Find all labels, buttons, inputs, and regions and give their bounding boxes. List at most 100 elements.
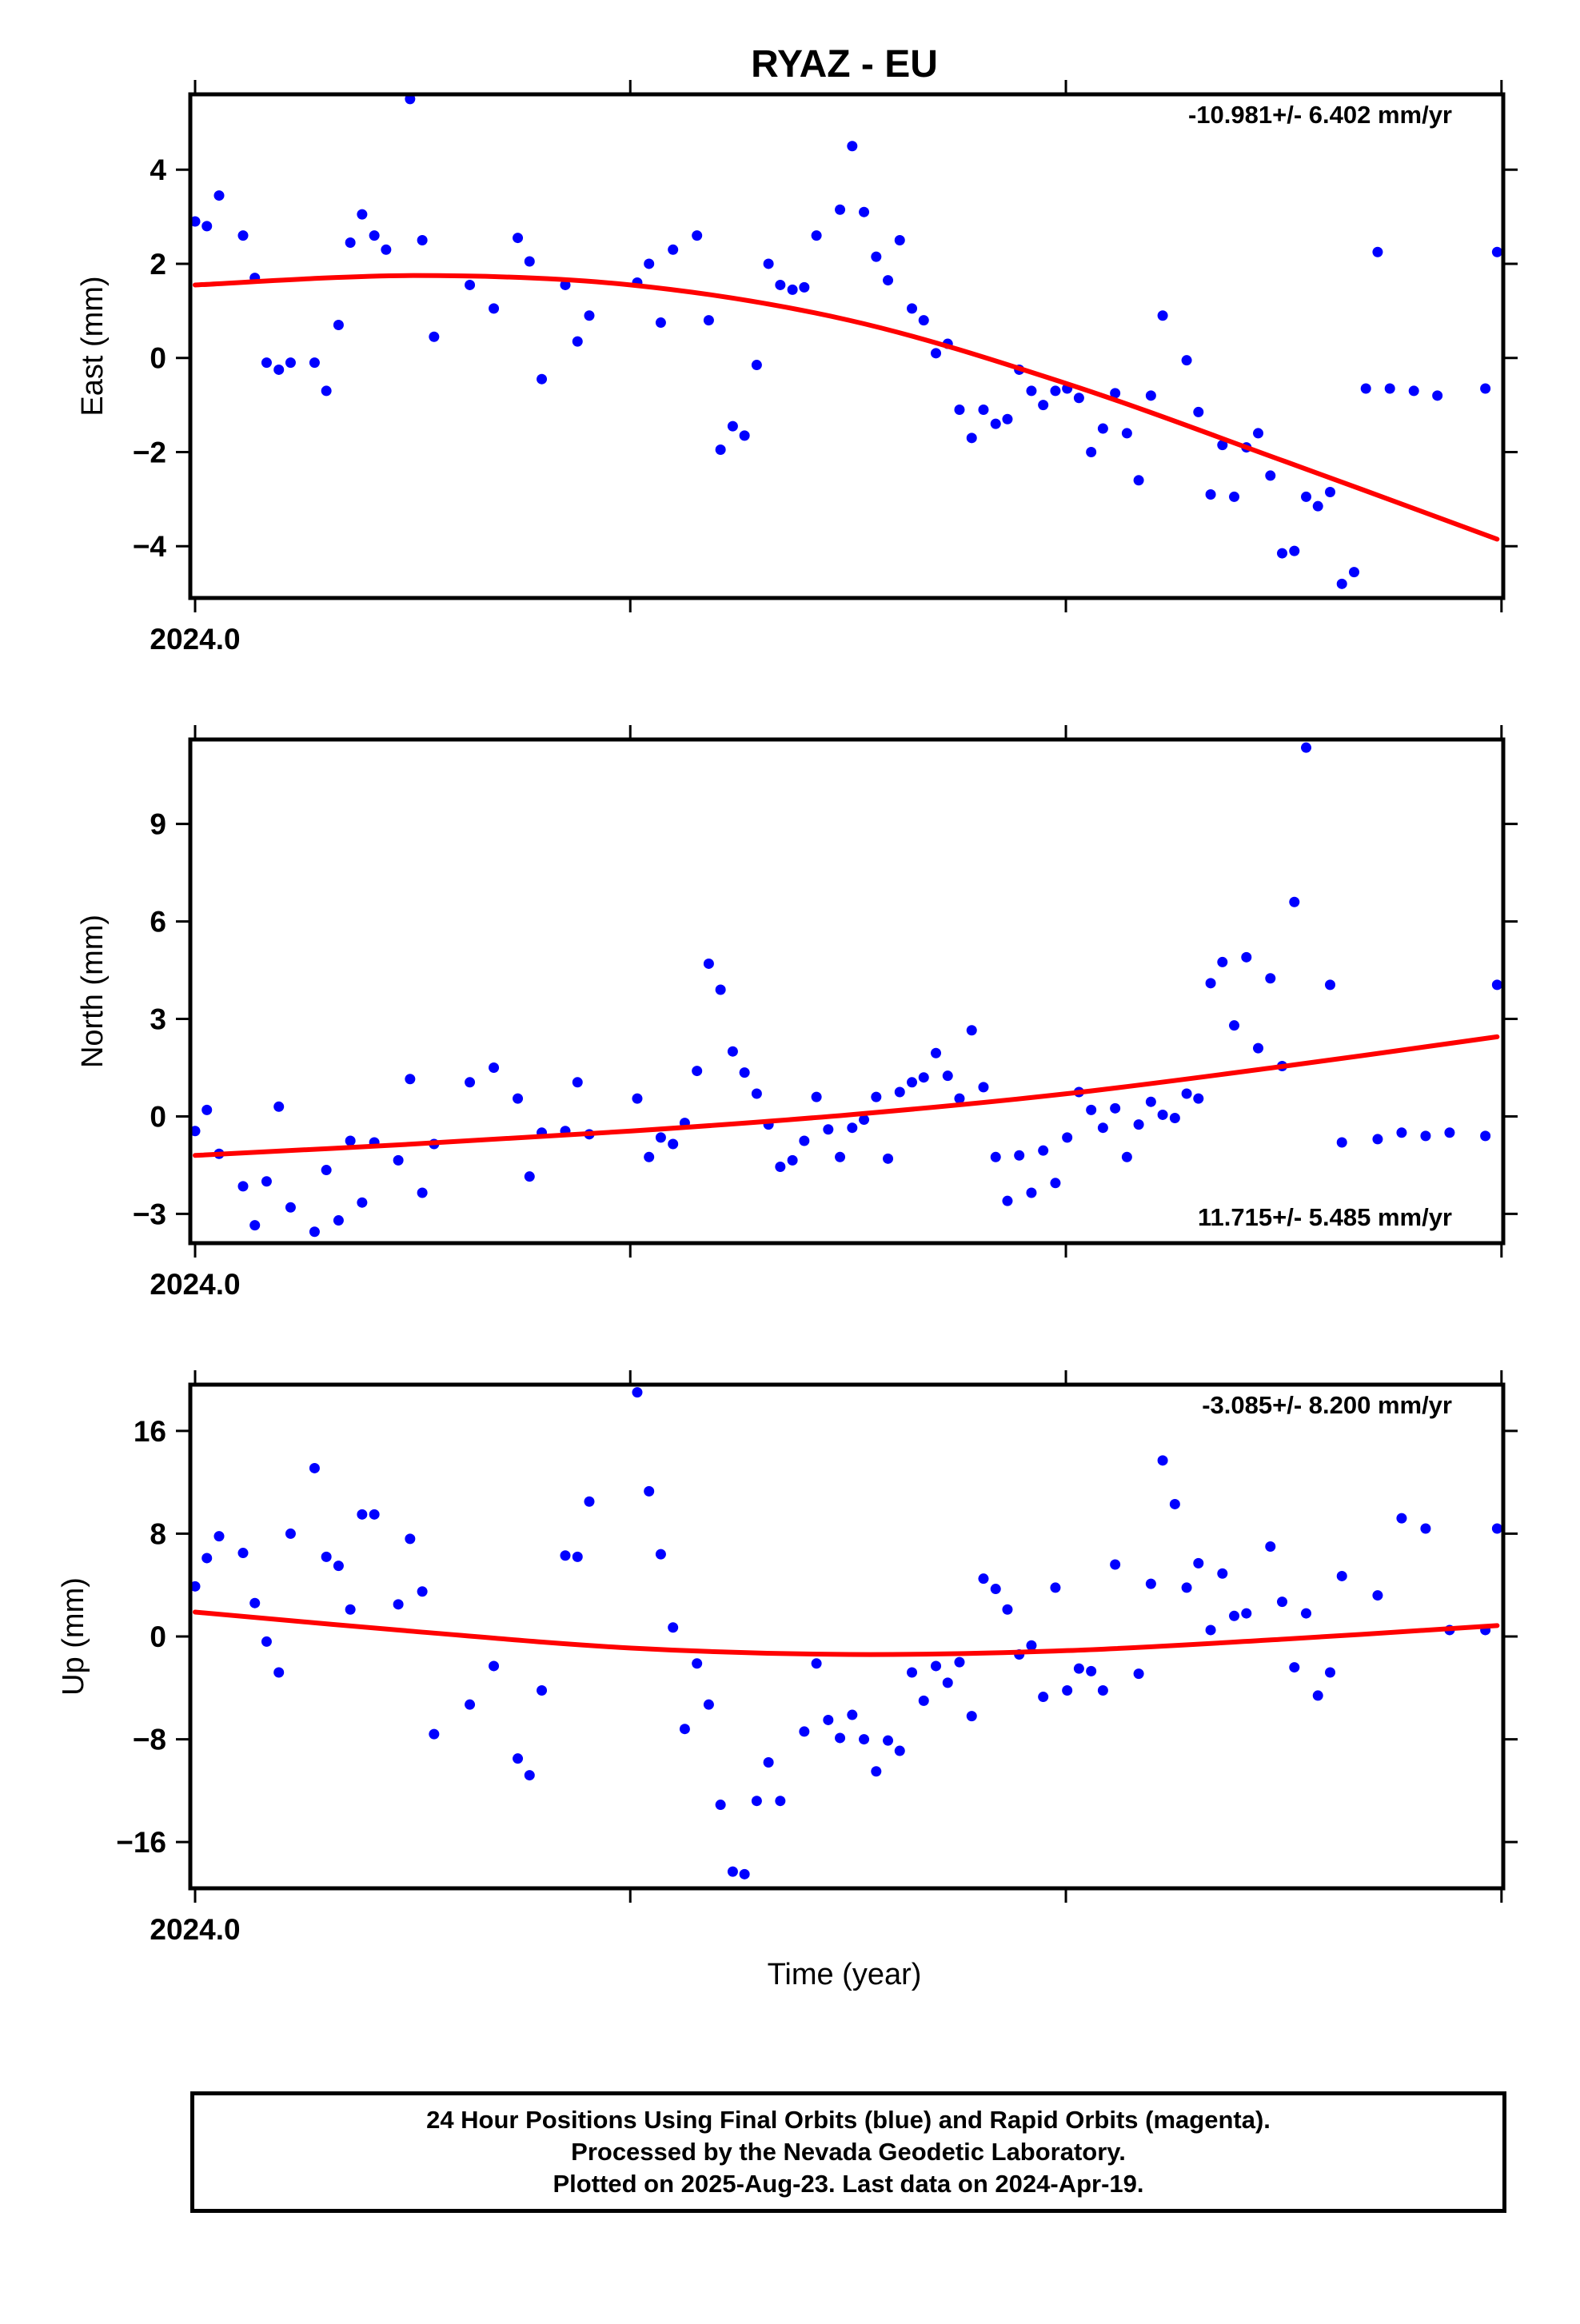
north-data-point [1050,1178,1061,1189]
up-data-point [190,1581,201,1592]
east-y-tick-label: 2 [150,248,166,281]
east-data-point [1133,475,1144,486]
up-data-point [668,1622,679,1633]
north-data-point [871,1091,882,1102]
east-data-point [907,303,918,314]
north-data-point [859,1114,870,1126]
north-data-point [417,1187,428,1198]
north-data-point [668,1138,679,1150]
north-data-point [1181,1088,1192,1099]
east-points [190,94,1502,589]
up-data-point [1325,1667,1336,1678]
north-panel: 9 6 3 0 −3 North (mm) 2024.0 11.715+/- 5.485 mm… [76,725,1518,1301]
up-data-point [237,1548,249,1559]
up-data-point [1157,1455,1168,1466]
north-data-point [405,1074,416,1085]
up-data-point [811,1658,822,1669]
east-data-point [1336,578,1347,589]
up-data-point [1217,1568,1228,1579]
north-data-point [1241,951,1252,963]
up-data-point [1205,1624,1216,1636]
up-data-point [751,1796,762,1807]
up-data-point [524,1770,535,1781]
north-y-axis-label: North (mm) [76,915,110,1068]
north-data-point [655,1132,666,1143]
east-data-point [524,256,535,267]
north-data-point [1193,1093,1204,1104]
east-data-point [1265,470,1276,481]
up-data-point [1097,1685,1108,1696]
east-data-point [954,404,965,415]
up-data-point [894,1745,905,1756]
east-data-point [1002,413,1013,425]
north-data-point [1062,1132,1073,1143]
north-data-point [918,1072,929,1083]
east-data-point [1145,390,1156,401]
north-data-point [894,1086,905,1098]
north-data-point [1396,1127,1407,1138]
east-data-point [237,230,249,241]
north-data-point [1121,1151,1132,1162]
east-data-point [309,357,320,369]
east-data-point [285,357,296,369]
east-data-point [990,418,1001,429]
north-data-point [524,1171,535,1182]
east-data-point [1229,491,1240,502]
up-data-point [345,1604,356,1615]
up-data-point [1073,1663,1084,1674]
east-y-tick-label: −4 [133,530,167,563]
north-data-point [321,1165,332,1176]
up-data-point [954,1656,965,1668]
up-data-point [489,1660,500,1672]
east-data-point [811,230,822,241]
up-data-point [1110,1559,1121,1570]
up-points [190,1387,1502,1880]
up-data-point [978,1573,989,1585]
up-data-point [1193,1557,1204,1569]
up-data-point [1026,1640,1037,1651]
north-data-point [1491,979,1502,991]
north-y-tick-label: −3 [133,1198,166,1230]
north-data-point [990,1151,1001,1162]
east-data-point [1491,246,1502,257]
up-data-point [1396,1513,1407,1524]
north-x-tick-label: 2024.0 [150,1268,240,1301]
east-data-point [429,331,440,342]
east-data-point [847,141,858,152]
north-points [190,742,1502,1238]
east-data-point [1086,446,1097,457]
up-data-point [513,1753,524,1764]
east-data-point [715,444,726,456]
up-data-point [931,1660,942,1672]
east-data-point [1026,385,1037,397]
up-data-point [763,1757,774,1768]
east-data-point [1205,488,1216,500]
up-y-axis-label: Up (mm) [57,1577,90,1696]
north-data-point [1110,1102,1121,1114]
east-data-point [739,430,750,441]
up-data-point [465,1699,476,1710]
east-data-point [871,251,882,262]
up-data-point [799,1726,810,1737]
north-data-point [775,1161,786,1172]
east-data-point [668,244,679,255]
east-panel: 4 2 0 −2 −4 East (mm) 2024.0 -10.981+/- 6.402 m… [76,80,1518,656]
north-data-point [1372,1134,1383,1145]
up-data-point [1062,1685,1073,1696]
north-data-point [249,1220,261,1231]
east-data-point [1097,423,1108,434]
north-data-point [1086,1104,1097,1115]
up-data-point [727,1866,738,1877]
up-data-point [261,1636,272,1647]
north-data-point [1229,1020,1240,1031]
east-data-point [213,190,225,201]
north-data-point [883,1153,894,1164]
north-data-point [966,1025,977,1036]
east-data-point [584,310,595,321]
east-data-point [1217,440,1228,451]
up-data-point [1050,1582,1061,1593]
north-data-point [751,1088,762,1099]
up-data-point [1265,1541,1276,1552]
up-y-tick-label: 16 [134,1415,166,1448]
up-data-point [1038,1692,1049,1703]
